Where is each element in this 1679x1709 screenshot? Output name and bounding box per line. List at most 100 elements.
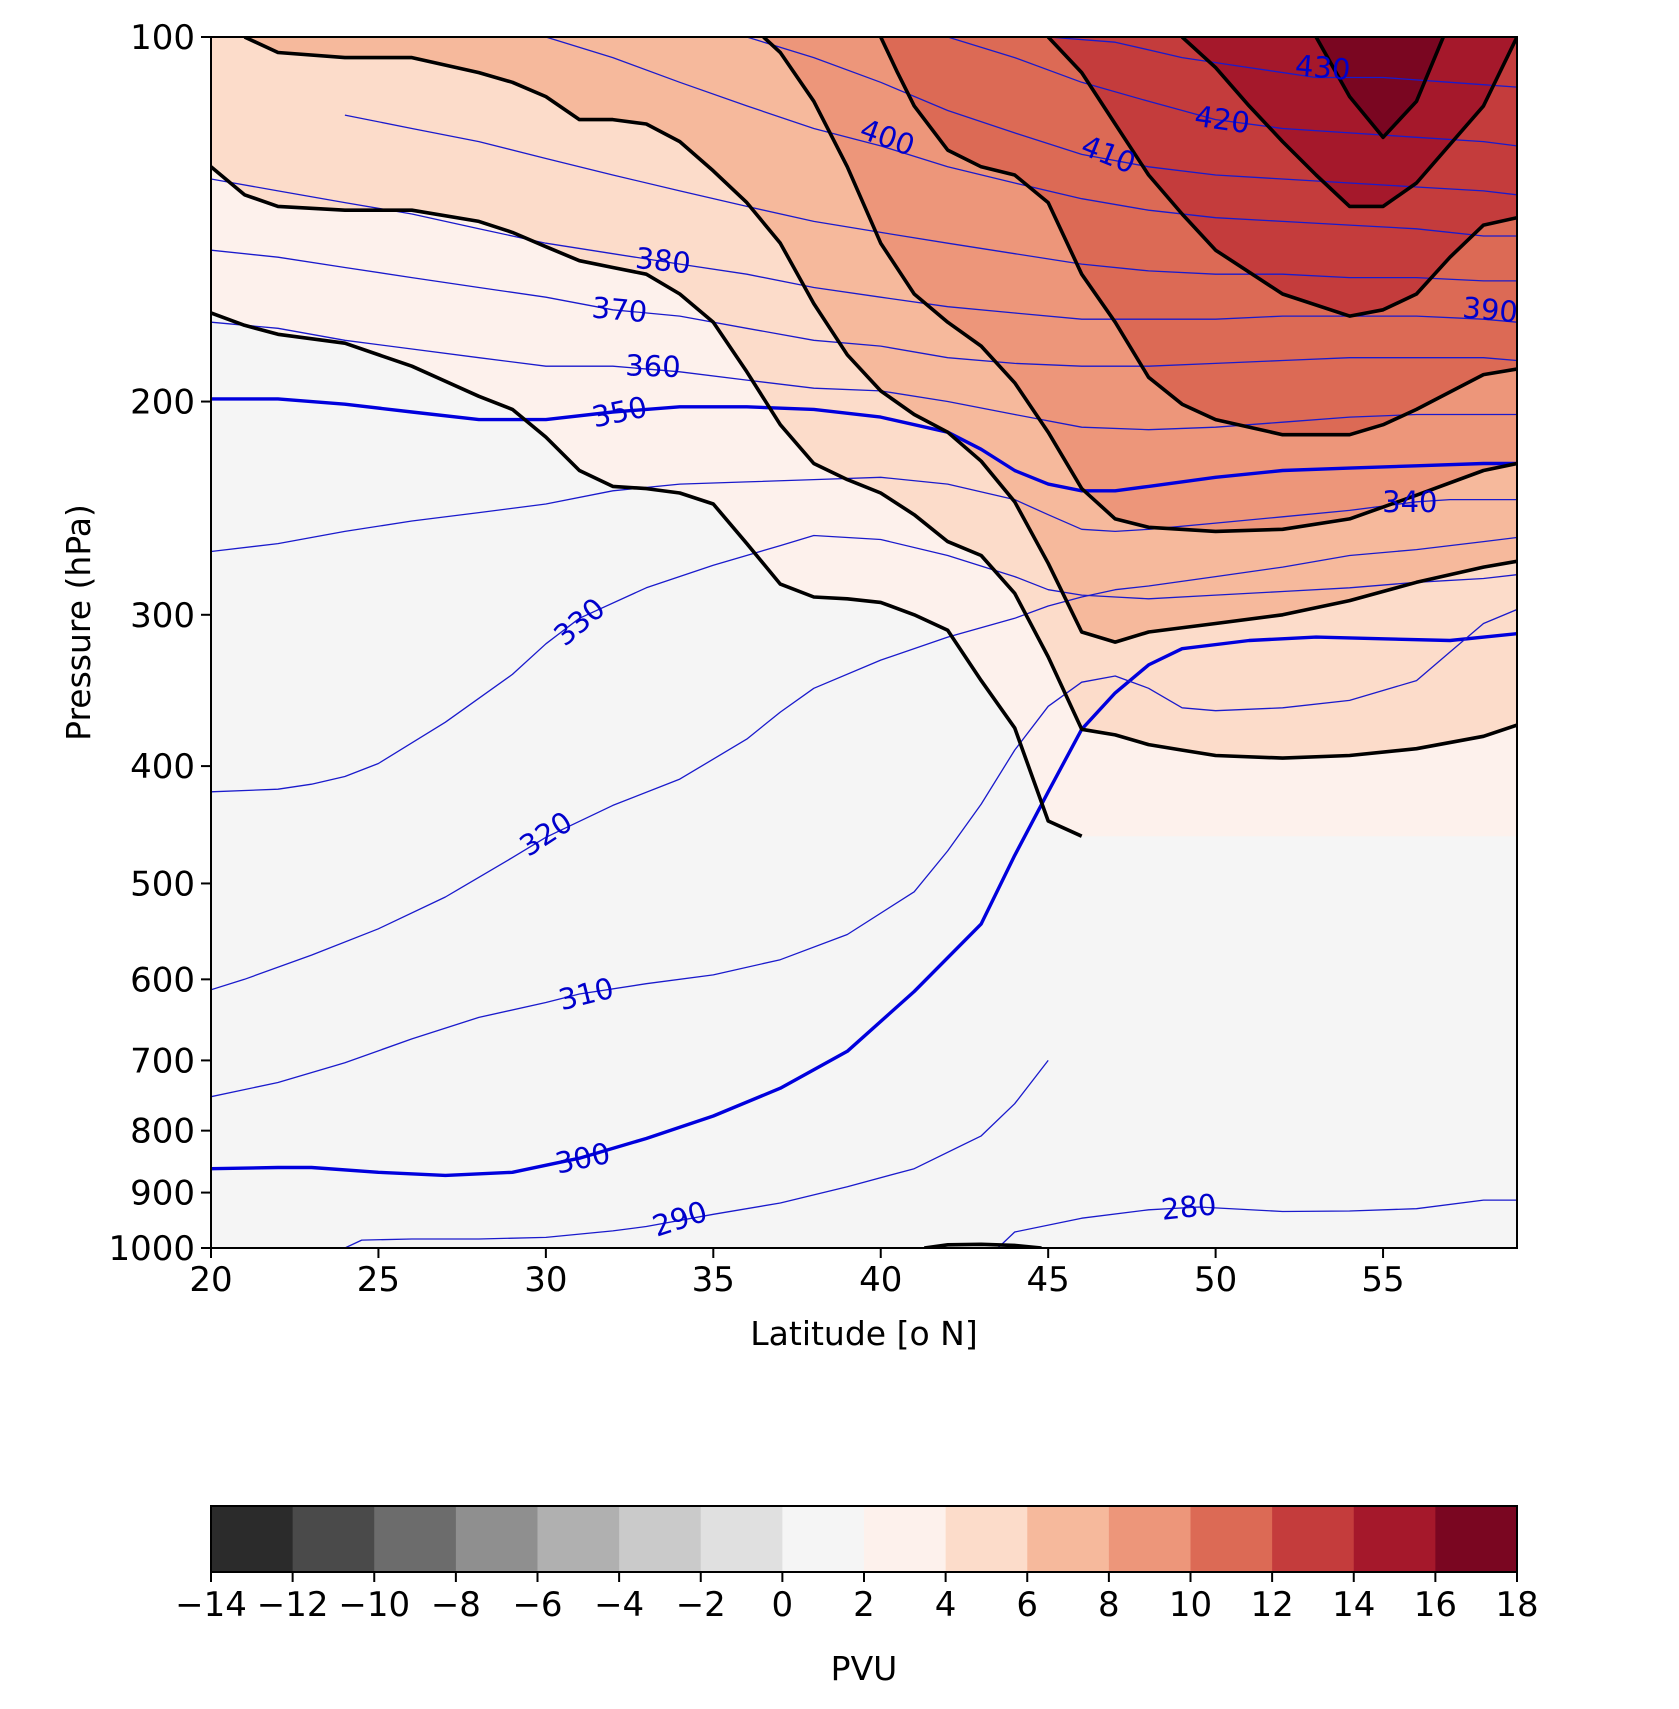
pv-contour-12 (1046, 37, 1517, 318)
colorbar-tick-label: −8 (431, 1585, 481, 1625)
x-tick-label: 40 (859, 1260, 902, 1300)
colorbar-tick-label: 10 (1169, 1585, 1212, 1625)
colorbar-tick-label: −4 (594, 1585, 644, 1625)
colorbar-swatch (619, 1506, 702, 1572)
theta-contour-340 (211, 476, 1517, 553)
x-tick-label: 50 (1194, 1260, 1237, 1300)
theta-label-360: 360 (625, 348, 682, 384)
pv-contour-6 (243, 37, 1517, 644)
theta-label-380: 380 (634, 241, 693, 281)
theta-contour-300 (211, 632, 1517, 1178)
theta-label-390: 390 (1461, 290, 1519, 329)
colorbar-tick-label: 14 (1332, 1585, 1375, 1625)
theta-label-text: 370 (590, 290, 648, 329)
theta-label-text: 420 (1193, 99, 1253, 140)
colorbar-swatch (1190, 1506, 1273, 1572)
theta-label-text: 360 (625, 348, 682, 384)
x-tick-label: 20 (189, 1260, 232, 1300)
theta-label-280: 280 (1159, 1187, 1218, 1227)
x-tick-label: 25 (357, 1260, 400, 1300)
theta-label-text: 390 (1461, 290, 1519, 329)
x-tick-label: 30 (524, 1260, 567, 1300)
x-axis: 20 25 30 35 40 45 50 55 (189, 1248, 1405, 1300)
x-tick-label: 55 (1361, 1260, 1404, 1300)
colorbar-tick-label: 2 (853, 1585, 875, 1625)
theta-contour-390 (344, 114, 1517, 282)
colorbar-tick-label: −14 (175, 1585, 247, 1625)
y-tick-label: 1000 (108, 1229, 195, 1269)
theta-contour-410 (746, 37, 1517, 196)
colorbar-swatch (945, 1506, 1028, 1572)
colorbar-label: PVU (831, 1649, 898, 1688)
pv-contour-14 (1180, 37, 1517, 209)
y-tick-label: 200 (130, 383, 195, 423)
colorbar-tick-label: 0 (772, 1585, 794, 1625)
theta-label-340: 340 (1382, 485, 1437, 519)
theta-contour-330 (211, 534, 1517, 793)
y-tick-label: 100 (130, 18, 195, 58)
colorbar-swatch (782, 1506, 865, 1572)
theta-label-420: 420 (1193, 99, 1253, 140)
pv-fill-16 (1316, 37, 1444, 138)
pv-contour-8 (762, 37, 1517, 534)
theta-label-text: 380 (634, 241, 693, 281)
x-tick-label: 35 (692, 1260, 735, 1300)
colorbar-tick-label: 16 (1414, 1585, 1457, 1625)
x-axis-label: Latitude [o N] (750, 1314, 977, 1353)
colorbar-tick-label: 18 (1495, 1585, 1538, 1625)
theta-contour-320 (211, 536, 1517, 991)
colorbar-swatch (292, 1506, 375, 1572)
colorbar-tick-label: 6 (1016, 1585, 1038, 1625)
theta-contour-280 (997, 1199, 1517, 1248)
colorbar-tick-label: −6 (512, 1585, 562, 1625)
y-tick-label: 700 (130, 1041, 195, 1081)
y-tick-label: 900 (130, 1174, 195, 1214)
theta-label-430: 430 (1294, 48, 1352, 87)
colorbar-tick-label: 4 (935, 1585, 957, 1625)
colorbar-tick-label: −10 (338, 1585, 410, 1625)
y-tick-label: 400 (130, 747, 195, 787)
pv-fill-14 (1182, 37, 1517, 207)
pv-contour-10 (879, 37, 1517, 437)
y-tick-label: 600 (130, 960, 195, 1000)
y-axis-label: Pressure (hPa) (59, 504, 98, 741)
pv-contour-lines (211, 37, 1517, 1248)
colorbar-swatch (537, 1506, 620, 1572)
pv-contour-2 (211, 311, 1083, 838)
colorbar-tick-label: −2 (676, 1585, 726, 1625)
theta-contour-310 (211, 608, 1517, 1098)
theta-contours (211, 37, 1517, 1248)
colorbar-swatch (1435, 1506, 1518, 1572)
colorbar: −14 −12 −10 −8 −6 −4 −2 0 2 4 6 8 10 12 14 16 18 (175, 1505, 1539, 1625)
theta-label-text: 340 (1382, 485, 1437, 519)
colorbar-swatch (1027, 1506, 1110, 1572)
colorbar-tick-label: 12 (1250, 1585, 1293, 1625)
colorbar-swatch (864, 1506, 947, 1572)
pv-contour-surface (924, 1242, 1042, 1248)
y-tick-label: 500 (130, 864, 195, 904)
theta-contour-420 (947, 37, 1517, 147)
colorbar-swatch (1272, 1506, 1355, 1572)
theta-label-370: 370 (590, 290, 648, 329)
theta-label-text: 430 (1294, 48, 1352, 87)
colorbar-tick-label: 8 (1098, 1585, 1120, 1625)
theta-contour-380 (211, 178, 1517, 323)
theta-contour-430 (1048, 37, 1517, 88)
colorbar-tick-label: −12 (257, 1585, 329, 1625)
colorbar-swatch (374, 1506, 457, 1572)
colorbar-swatch (700, 1506, 783, 1572)
y-tick-label: 300 (130, 596, 195, 636)
theta-contour-290 (344, 1060, 1049, 1248)
colorbar-swatch (211, 1506, 294, 1572)
pv-filled-contours (211, 37, 1517, 837)
colorbar-swatch (1353, 1506, 1436, 1572)
y-axis: 100 200 300 400 500 600 700 800 900 1000 (108, 18, 211, 1269)
colorbar-swatch (455, 1506, 539, 1572)
plot-frame (210, 36, 1518, 1249)
x-tick-label: 45 (1027, 1260, 1070, 1300)
pv-contour-16 (1314, 37, 1445, 140)
